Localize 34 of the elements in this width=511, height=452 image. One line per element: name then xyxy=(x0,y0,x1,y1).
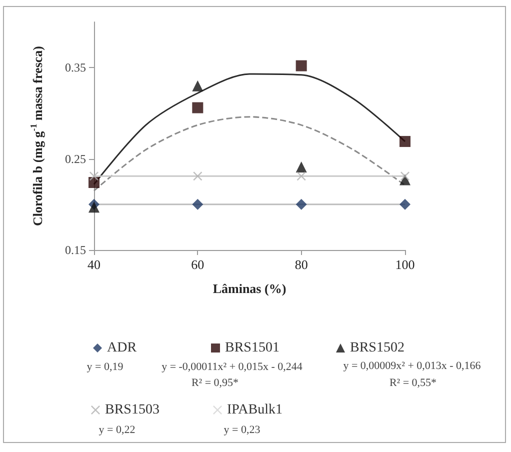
text: R² = 0,55* xyxy=(389,377,437,389)
text: y = 0,23 xyxy=(224,424,261,436)
legend-label: IPABulk1 xyxy=(227,402,283,418)
point xyxy=(296,162,307,173)
point xyxy=(296,60,307,72)
point xyxy=(296,172,306,181)
legend-label: BRS1501 xyxy=(225,340,280,356)
x-tick-label: 60 xyxy=(191,257,204,272)
point xyxy=(193,172,202,181)
x-tick-label: 40 xyxy=(88,257,100,272)
legend-label: BRS1502 xyxy=(350,340,404,356)
point xyxy=(88,202,100,213)
x-axis-title: Lâminas (%) xyxy=(212,281,286,296)
x-tick-label: 100 xyxy=(395,257,415,272)
x-tick-label: 80 xyxy=(294,257,308,272)
y-tick-label: 0.35 xyxy=(65,60,86,75)
text: y = 0,00009x² + 0,013x - 0,166 xyxy=(343,360,482,372)
legend-label: ADR xyxy=(107,340,138,356)
text: y = 0,19 xyxy=(86,361,124,373)
point xyxy=(192,198,204,210)
text: R² = 0,95* xyxy=(191,377,239,389)
point xyxy=(400,136,410,147)
legend-label: BRS1503 xyxy=(105,402,160,418)
y-axis-title: Clorofila b (mg g-1 massa fresca) xyxy=(28,46,45,226)
point xyxy=(192,102,204,114)
point xyxy=(400,172,410,181)
point xyxy=(90,172,98,181)
text: y = -0,00011x² + 0,015x - 0,244 xyxy=(162,361,303,373)
text: y = 0,22 xyxy=(98,424,136,436)
point xyxy=(400,198,410,210)
point xyxy=(192,80,204,92)
point xyxy=(296,198,307,210)
y-tick-label: 0.25 xyxy=(65,152,86,166)
y-tick-label: 0.15 xyxy=(65,243,86,257)
